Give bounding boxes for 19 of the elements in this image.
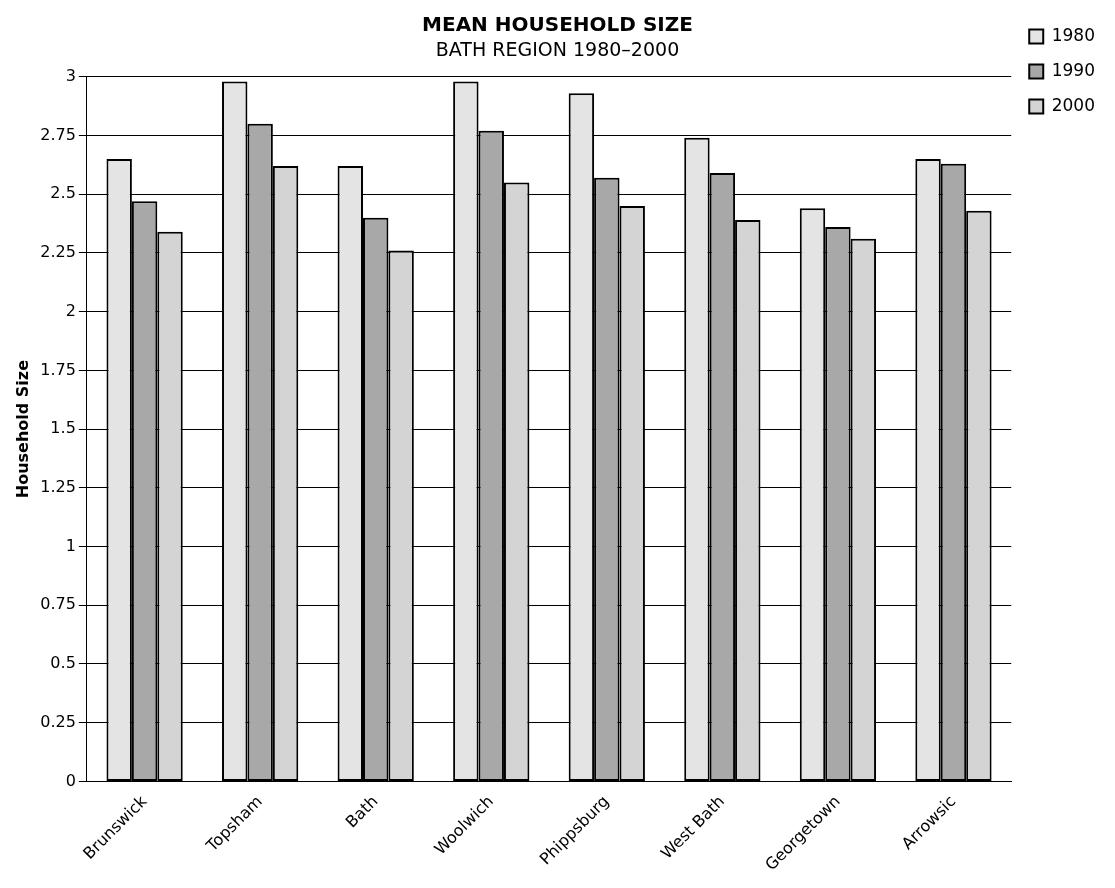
- y-tick-label: 0.75: [40, 594, 76, 614]
- y-tick-label: 2.25: [40, 242, 76, 262]
- chart-subtitle: BATH REGION 1980–2000: [435, 38, 680, 61]
- y-tick-label: 0.5: [50, 653, 76, 673]
- y-tick-label: 3: [65, 65, 76, 85]
- y-axis-title: Household Size: [12, 359, 32, 499]
- y-tick-label: 1.25: [40, 476, 76, 496]
- y-tick-label: 2.75: [40, 124, 76, 144]
- y-tick-label: 1.5: [50, 418, 76, 438]
- legend-label: 2000: [1051, 94, 1095, 115]
- legend-label: 1980: [1051, 24, 1095, 45]
- y-tick-label: 2.5: [50, 183, 76, 203]
- y-tick-label: 0: [65, 770, 76, 790]
- chart-title: MEAN HOUSEHOLD SIZE: [422, 12, 693, 37]
- y-tick-label: 2: [65, 300, 76, 320]
- legend-label: 1990: [1051, 59, 1095, 80]
- y-tick-label: 1.75: [40, 359, 76, 379]
- y-tick-label: 0.25: [40, 711, 76, 731]
- y-tick-label: 1: [65, 535, 76, 555]
